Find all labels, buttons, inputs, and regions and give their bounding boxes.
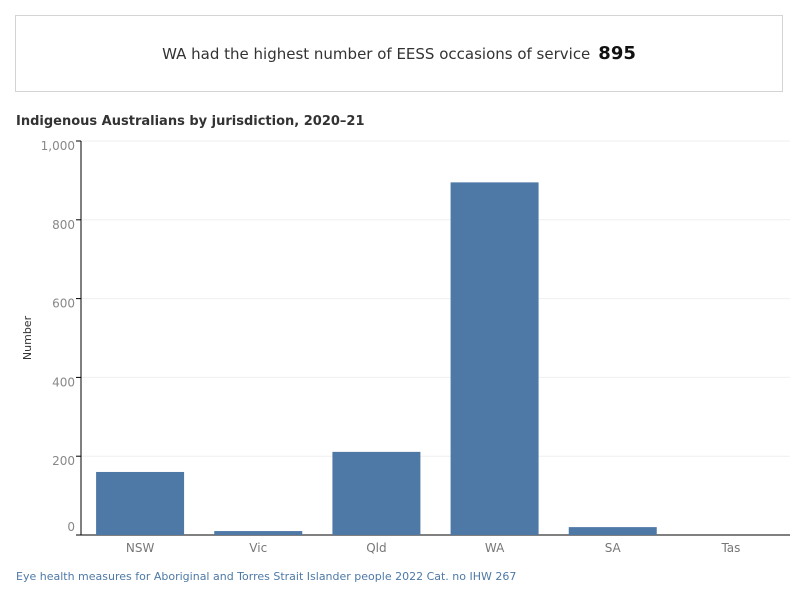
banner-value: 895 bbox=[598, 43, 636, 64]
bar-sa bbox=[568, 527, 657, 535]
y-tick-label: 200 bbox=[52, 454, 75, 468]
x-tick-label: SA bbox=[605, 541, 622, 555]
highlight-banner: WA had the highest number of EESS occasi… bbox=[15, 15, 783, 92]
x-tick-label: Tas bbox=[720, 541, 740, 555]
banner-text: WA had the highest number of EESS occasi… bbox=[162, 44, 591, 63]
x-tick-label: Vic bbox=[249, 541, 267, 555]
y-tick-label: 1,000 bbox=[41, 139, 75, 153]
y-tick-label: 400 bbox=[52, 375, 75, 389]
x-tick-label: WA bbox=[485, 541, 505, 555]
bar-wa bbox=[450, 182, 539, 535]
chart-title: Indigenous Australians by jurisdiction, … bbox=[16, 114, 365, 129]
y-tick-label: 800 bbox=[52, 218, 75, 232]
y-axis-label: Number bbox=[21, 315, 34, 360]
bar-vic bbox=[214, 531, 303, 535]
x-tick-label: NSW bbox=[126, 541, 155, 555]
x-tick-label: Qld bbox=[366, 541, 386, 555]
bar-qld bbox=[332, 451, 421, 535]
y-tick-label: 0 bbox=[67, 520, 75, 534]
source-link[interactable]: Eye health measures for Aboriginal and T… bbox=[16, 570, 517, 583]
y-tick-label: 600 bbox=[52, 297, 75, 311]
bar-nsw bbox=[96, 471, 185, 535]
